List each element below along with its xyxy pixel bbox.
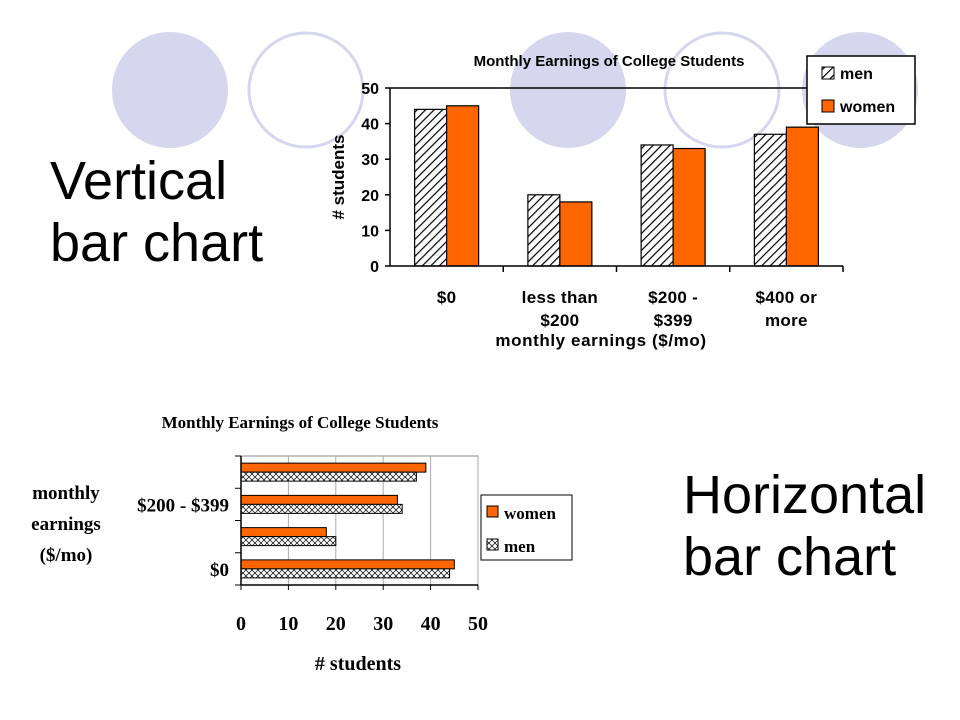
h-x-tick-label: 20 — [326, 613, 346, 635]
h-x-tick-label: 30 — [373, 613, 393, 635]
h-y-axis-label: monthly earnings ($/mo) — [31, 483, 101, 566]
v-bar-women — [672, 147, 706, 267]
h-x-tick-label: 50 — [468, 613, 488, 635]
v-bar-women — [559, 201, 593, 267]
h-category-label: $0 — [210, 560, 229, 581]
h-legend: women men — [480, 494, 573, 561]
v-x-axis-label: monthly earnings ($/mo) — [495, 331, 706, 350]
v-y-tick-label: 10 — [361, 223, 379, 240]
v-category-label: $0 — [437, 288, 457, 307]
h-x-tick-label: 40 — [421, 613, 441, 635]
h-y-axis-label-line: ($/mo) — [40, 545, 93, 566]
h-category-label: $200 - $399 — [137, 495, 229, 516]
v-legend: men women — [806, 55, 916, 125]
h-bar-women — [240, 494, 398, 505]
h-x-tick-label: 0 — [236, 613, 246, 635]
h-legend-label-men: men — [504, 537, 536, 556]
h-x-axis-label: # students — [315, 653, 401, 675]
v-category-label: $200 — [540, 311, 579, 330]
v-legend-label-women: women — [839, 99, 895, 116]
h-y-axis-label-line: monthly — [32, 483, 100, 504]
h-legend-label-women: women — [504, 504, 556, 523]
v-bar-women — [785, 126, 819, 267]
v-bar-men — [527, 194, 561, 267]
h-chart-title: Monthly Earnings of College Students — [162, 413, 439, 432]
h-bar-men — [240, 568, 451, 579]
v-y-tick-label: 30 — [361, 152, 379, 169]
v-y-tick-label: 40 — [361, 117, 379, 134]
h-bar-men — [240, 536, 337, 547]
h-bar-women — [240, 559, 455, 570]
v-legend-swatch-women — [821, 99, 835, 113]
h-legend-swatch-women — [486, 505, 499, 518]
v-y-tick-label: 20 — [361, 188, 379, 205]
h-y-axis-label-line: earnings — [31, 514, 101, 535]
v-bar-men — [640, 144, 674, 267]
h-bar-women — [240, 527, 327, 538]
v-legend-swatch-men — [821, 66, 835, 80]
v-bar-men — [753, 133, 787, 267]
v-category-label: more — [765, 311, 808, 330]
v-bar-men — [414, 108, 448, 267]
v-bar-women — [446, 105, 480, 267]
v-category-label: $399 — [654, 311, 693, 330]
v-y-tick-label: 0 — [370, 259, 379, 276]
decor-circle — [112, 32, 228, 148]
v-y-axis-label: # students — [329, 134, 348, 219]
v-chart-title: Monthly Earnings of College Students — [474, 53, 745, 70]
decor-circle — [247, 31, 365, 149]
decor-circle — [663, 31, 781, 149]
horizontal-bar-chart-label: Horizontal bar chart — [683, 465, 927, 587]
h-bar-men — [240, 503, 403, 514]
v-legend-label-men: men — [840, 66, 873, 83]
v-category-label: less than — [522, 288, 598, 307]
h-bar-men — [240, 471, 417, 482]
h-bar-women — [240, 462, 427, 473]
v-category-label: $400 or — [756, 288, 818, 307]
h-legend-swatch-men — [486, 538, 499, 551]
vertical-bar-chart-label: Vertical bar chart — [50, 151, 264, 273]
h-x-tick-label: 10 — [278, 613, 298, 635]
decor-circle — [510, 32, 626, 148]
v-y-tick-label: 50 — [361, 81, 379, 98]
v-category-label: $200 - — [648, 288, 698, 307]
